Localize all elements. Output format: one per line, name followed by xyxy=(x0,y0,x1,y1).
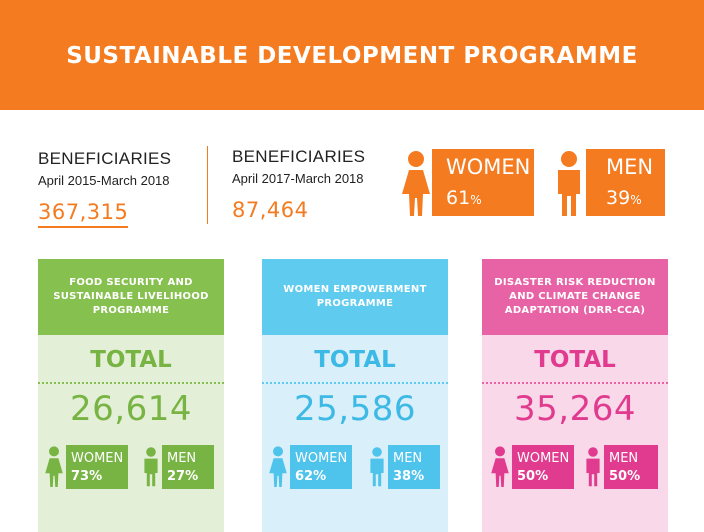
men-percent: 38% xyxy=(393,469,425,484)
percent-unit: % xyxy=(470,193,482,207)
men-percent: 39% xyxy=(606,187,642,209)
banner: SUSTAINABLE DEVELOPMENT PROGRAMME xyxy=(0,0,704,110)
programme-food-security: FOOD SECURITY AND SUSTAINABLE LIVELIHOOD… xyxy=(38,259,224,532)
woman-icon xyxy=(491,446,509,487)
men-percent-value: 39 xyxy=(606,187,631,209)
dotted-divider xyxy=(262,382,448,384)
total-value: 25,586 xyxy=(294,389,416,429)
men-percent: 50% xyxy=(609,469,641,484)
men-label: MEN xyxy=(167,451,197,466)
total-label: TOTAL xyxy=(314,347,396,373)
men-label: MEN xyxy=(393,451,423,466)
programme-header: WOMEN EMPOWERMENT PROGRAMME xyxy=(262,259,448,335)
programme-title: WOMEN EMPOWERMENT PROGRAMME xyxy=(283,284,427,309)
women-percent: 73% xyxy=(71,469,103,484)
woman-icon xyxy=(402,151,430,216)
women-label: WOMEN xyxy=(517,451,570,466)
beneficiaries-label: BENEFICIARIES xyxy=(38,149,172,168)
page-title: SUSTAINABLE DEVELOPMENT PROGRAMME xyxy=(66,43,638,69)
programme-title: FOOD SECURITY AND SUSTAINABLE LIVELIHOOD… xyxy=(53,277,209,316)
women-percent: 50% xyxy=(517,469,549,484)
man-icon xyxy=(144,447,158,487)
beneficiaries-value: 367,315 xyxy=(38,200,129,228)
man-icon xyxy=(370,447,384,487)
total-label: TOTAL xyxy=(534,347,616,373)
programme-drr-cca: DISASTER RISK REDUCTION AND CLIMATE CHAN… xyxy=(482,259,668,532)
men-share-box: MEN 39% xyxy=(586,149,665,216)
beneficiaries-recent: BENEFICIARIES April 2017-March 2018 87,4… xyxy=(232,147,365,222)
women-share: WOMEN 73% xyxy=(66,445,128,489)
beneficiaries-value: 87,464 xyxy=(232,198,309,222)
men-label: MEN xyxy=(606,155,654,179)
total-value: 26,614 xyxy=(70,389,192,429)
programme-header: FOOD SECURITY AND SUSTAINABLE LIVELIHOOD… xyxy=(38,259,224,335)
beneficiaries-period: April 2017-March 2018 xyxy=(232,171,364,186)
dotted-divider xyxy=(482,382,668,384)
women-label: WOMEN xyxy=(71,451,124,466)
women-percent-value: 61 xyxy=(446,187,471,209)
women-share-box: WOMEN 61% xyxy=(432,149,534,216)
percent-unit: % xyxy=(630,193,642,207)
programme-title: DISASTER RISK REDUCTION AND CLIMATE CHAN… xyxy=(494,277,656,316)
men-label: MEN xyxy=(609,451,639,466)
man-icon xyxy=(586,447,600,487)
women-label: WOMEN xyxy=(295,451,348,466)
woman-icon xyxy=(45,446,63,487)
women-share: WOMEN 62% xyxy=(290,445,352,489)
programme-header: DISASTER RISK REDUCTION AND CLIMATE CHAN… xyxy=(482,259,668,335)
beneficiaries-period: April 2015-March 2018 xyxy=(38,173,170,188)
programme-women-empowerment: WOMEN EMPOWERMENT PROGRAMME TOTAL 25,586… xyxy=(262,259,448,532)
women-percent: 61% xyxy=(446,187,482,209)
beneficiaries-label: BENEFICIARIES xyxy=(232,147,366,166)
total-label: TOTAL xyxy=(90,347,172,373)
women-label: WOMEN xyxy=(446,155,531,179)
men-share: MEN 50% xyxy=(604,445,658,489)
women-share: WOMEN 50% xyxy=(512,445,574,489)
men-share: MEN 38% xyxy=(388,445,440,489)
beneficiaries-total: BENEFICIARIES April 2015-March 2018 367,… xyxy=(38,149,171,228)
women-percent: 62% xyxy=(295,469,327,484)
man-icon xyxy=(558,151,580,216)
woman-icon xyxy=(269,446,287,487)
men-percent: 27% xyxy=(167,469,199,484)
men-share: MEN 27% xyxy=(162,445,214,489)
divider xyxy=(207,146,208,224)
total-value: 35,264 xyxy=(514,389,636,429)
dotted-divider xyxy=(38,382,224,384)
